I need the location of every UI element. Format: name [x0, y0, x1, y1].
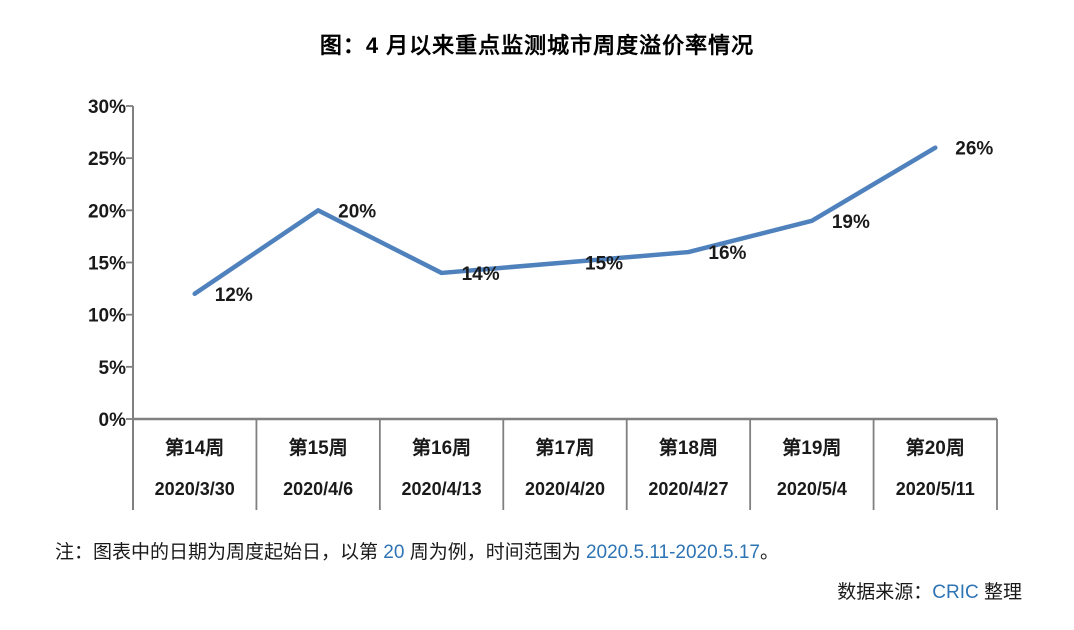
y-axis-ticks [126, 105, 133, 420]
data-point-labels: 12% 20% 14% 15% 16% 19% 26% [215, 139, 994, 306]
data-label: 16% [708, 243, 746, 264]
footnote-text: 注：图表中的日期为周度起始日，以第 [55, 542, 384, 563]
y-tick-label: 0% [99, 410, 127, 431]
y-tick-label: 25% [88, 149, 126, 170]
data-label: 19% [832, 212, 870, 233]
week-label: 第17周 [535, 436, 594, 459]
date-label: 2020/4/6 [283, 479, 353, 499]
week-label: 第14周 [165, 436, 224, 459]
y-tick-label: 30% [88, 97, 126, 118]
date-label: 2020/4/27 [648, 479, 728, 499]
footnote-week-number: 20 [383, 542, 405, 563]
date-label: 2020/3/30 [155, 479, 235, 499]
data-label: 15% [585, 254, 623, 275]
data-source-line: 数据来源：CRIC 整理 [0, 577, 1022, 604]
footnote-text: 。 [759, 542, 779, 563]
source-org: CRIC [932, 582, 979, 603]
data-label: 14% [462, 264, 500, 285]
week-label: 第16周 [412, 436, 471, 459]
date-label: 2020/5/11 [896, 479, 975, 499]
week-label: 第19周 [782, 436, 841, 459]
data-label: 20% [338, 201, 376, 222]
footnote-date-range: 2020.5.11-2020.5.17 [585, 542, 760, 563]
x-axis-date-labels: 2020/3/30 2020/4/6 2020/4/13 2020/4/20 2… [155, 479, 975, 499]
y-tick-label: 10% [88, 306, 126, 327]
date-label: 2020/4/13 [402, 479, 482, 499]
y-tick-label: 15% [88, 254, 126, 275]
source-label: 数据来源： [837, 582, 933, 603]
y-tick-label: 20% [88, 201, 126, 222]
source-suffix: 整理 [978, 582, 1022, 603]
chart-title: 图：4 月以来重点监测城市周度溢价率情况 [319, 33, 755, 58]
x-axis-week-labels: 第14周 第15周 第16周 第17周 第18周 第19周 第20周 [165, 436, 965, 459]
date-label: 2020/5/4 [777, 479, 847, 499]
data-label: 26% [955, 139, 993, 160]
week-label: 第15周 [289, 436, 348, 459]
y-axis-labels: 30% 25% 20% 15% 10% 5% 0% [88, 97, 126, 431]
category-table-dividers [255, 419, 998, 510]
premium-rate-series-line [192, 145, 938, 297]
week-label: 第18周 [659, 436, 718, 459]
y-tick-label: 5% [99, 358, 127, 379]
chart-footnote: 注：图表中的日期为周度起始日，以第 20 周为例，时间范围为 2020.5.11… [55, 537, 1045, 564]
footnote-text: 周为例，时间范围为 [404, 542, 586, 563]
week-label: 第20周 [906, 436, 965, 459]
data-label: 12% [215, 285, 253, 306]
premium-rate-line-chart: 30% 25% 20% 15% 10% 5% 0% 12% 20% 14% 15… [88, 97, 998, 510]
date-label: 2020/4/20 [525, 479, 605, 499]
